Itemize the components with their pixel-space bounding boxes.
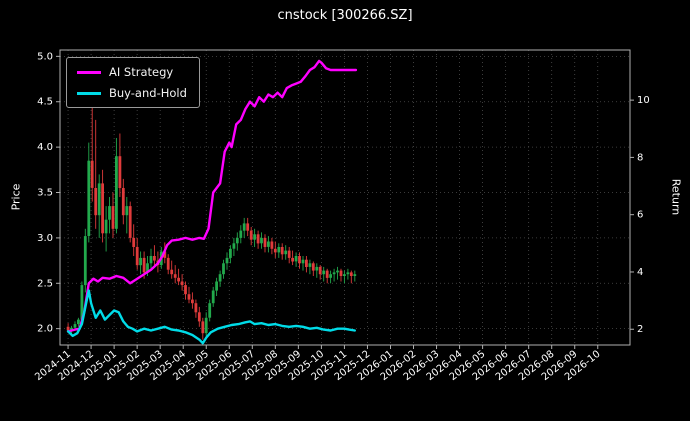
svg-text:3.0: 3.0 bbox=[37, 233, 53, 244]
svg-text:10: 10 bbox=[637, 95, 650, 106]
legend: AI Strategy Buy-and-Hold bbox=[66, 57, 200, 108]
svg-text:4: 4 bbox=[637, 267, 643, 278]
svg-text:2.0: 2.0 bbox=[37, 324, 53, 335]
legend-item-ai-strategy: AI Strategy bbox=[77, 65, 187, 79]
legend-label-buy-and-hold: Buy-and-Hold bbox=[109, 86, 187, 100]
svg-text:6: 6 bbox=[637, 210, 643, 221]
legend-label-ai-strategy: AI Strategy bbox=[109, 65, 174, 79]
svg-text:3.5: 3.5 bbox=[37, 188, 53, 199]
chart-title: cnstock [300266.SZ] bbox=[277, 8, 413, 23]
svg-text:5.0: 5.0 bbox=[37, 51, 53, 62]
svg-text:4.5: 4.5 bbox=[37, 97, 53, 108]
buy-and-hold-line-swatch bbox=[77, 91, 101, 95]
svg-text:2: 2 bbox=[637, 324, 643, 335]
svg-text:4.0: 4.0 bbox=[37, 142, 53, 153]
legend-item-buy-and-hold: Buy-and-Hold bbox=[77, 86, 187, 100]
svg-text:8: 8 bbox=[637, 152, 643, 163]
ai-strategy-line-swatch bbox=[77, 70, 101, 74]
svg-text:2.5: 2.5 bbox=[37, 278, 53, 289]
